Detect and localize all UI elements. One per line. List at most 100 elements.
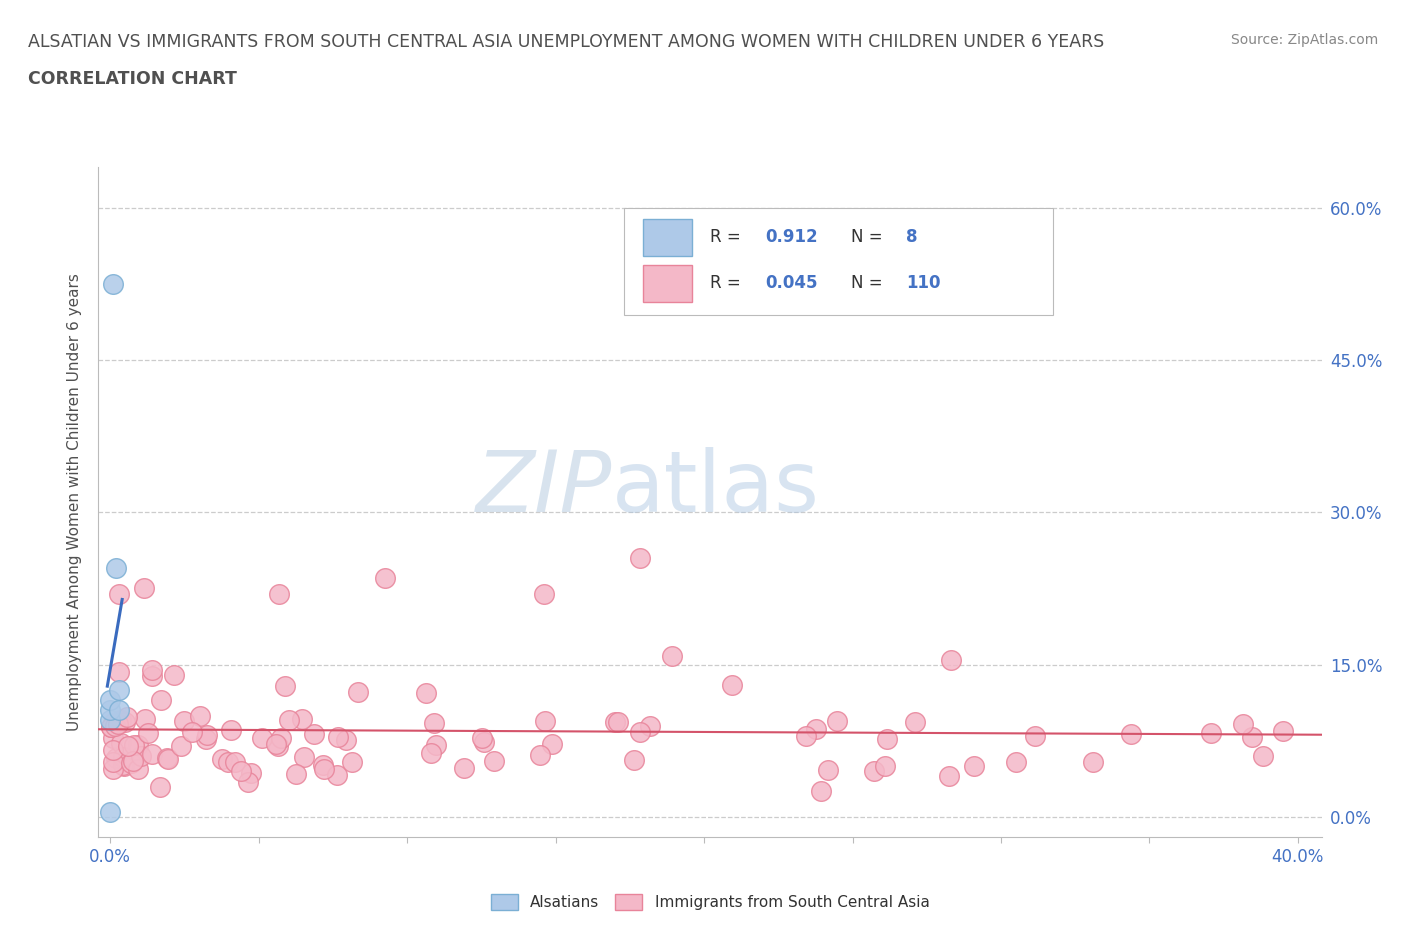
Point <box>1024 729 1046 744</box>
Point <box>101 755 124 770</box>
Point <box>150 693 173 708</box>
Point <box>1081 755 1104 770</box>
Point <box>115 710 138 724</box>
Point <box>270 730 292 745</box>
Point <box>540 737 562 751</box>
Point <box>607 714 630 729</box>
Point <box>103 762 125 777</box>
Y-axis label: Unemployment Among Women with Children Under 6 years: Unemployment Among Women with Children U… <box>67 273 83 731</box>
Point <box>335 733 357 748</box>
Point <box>533 586 555 601</box>
Point <box>170 738 193 753</box>
Point <box>374 571 396 586</box>
Point <box>312 762 335 777</box>
Point <box>100 720 122 735</box>
Point <box>250 730 273 745</box>
Point <box>302 726 325 741</box>
Point <box>98 713 121 728</box>
Point <box>269 586 291 601</box>
Point <box>149 780 172 795</box>
Point <box>218 754 240 769</box>
Text: R =: R = <box>710 229 747 246</box>
Point <box>108 703 131 718</box>
Point <box>127 762 149 777</box>
Point <box>904 714 927 729</box>
Point <box>534 714 557 729</box>
Point <box>810 784 832 799</box>
Point <box>661 648 683 663</box>
Legend: Alsatians, Immigrants from South Central Asia: Alsatians, Immigrants from South Central… <box>485 888 935 916</box>
Point <box>274 679 297 694</box>
Text: R =: R = <box>710 274 747 292</box>
Text: ALSATIAN VS IMMIGRANTS FROM SOUTH CENTRAL ASIA UNEMPLOYMENT AMONG WOMEN WITH CHI: ALSATIAN VS IMMIGRANTS FROM SOUTH CENTRA… <box>28 33 1104 50</box>
Point <box>108 586 131 601</box>
Point <box>141 747 163 762</box>
Point <box>141 669 163 684</box>
Point <box>117 738 139 753</box>
Point <box>108 683 131 698</box>
Point <box>173 713 195 728</box>
Point <box>291 711 314 726</box>
Point <box>98 693 121 708</box>
Point <box>195 728 218 743</box>
Text: atlas: atlas <box>612 447 820 530</box>
Point <box>312 757 335 772</box>
Point <box>862 764 884 778</box>
Point <box>229 764 252 778</box>
Point <box>415 685 437 700</box>
Point <box>114 714 136 729</box>
Point <box>136 726 159 741</box>
Point <box>105 561 128 576</box>
Point <box>471 730 494 745</box>
Point <box>264 736 287 751</box>
Point <box>238 775 260 790</box>
Point <box>1251 749 1274 764</box>
Point <box>827 714 849 729</box>
Point <box>134 581 156 596</box>
Point <box>104 751 127 766</box>
Point <box>472 735 495 750</box>
Point <box>326 767 349 782</box>
FancyBboxPatch shape <box>624 207 1053 314</box>
Point <box>101 716 124 731</box>
Point <box>1232 717 1254 732</box>
Point <box>127 737 149 752</box>
Point <box>121 753 143 768</box>
Text: Source: ZipAtlas.com: Source: ZipAtlas.com <box>1230 33 1378 46</box>
Point <box>425 737 447 752</box>
Point <box>163 667 186 682</box>
Point <box>157 751 180 766</box>
Point <box>603 714 626 729</box>
Point <box>156 751 179 765</box>
Text: 110: 110 <box>905 274 941 292</box>
Point <box>108 664 131 679</box>
Point <box>817 763 839 777</box>
Point <box>328 729 350 744</box>
Point <box>190 709 212 724</box>
Point <box>939 653 962 668</box>
Point <box>529 748 551 763</box>
Point <box>221 723 243 737</box>
Text: 0.912: 0.912 <box>765 229 818 246</box>
Point <box>112 757 135 772</box>
Point <box>628 724 651 739</box>
Point <box>1272 724 1295 738</box>
Point <box>211 751 233 766</box>
Point <box>112 759 135 774</box>
Point <box>224 754 246 769</box>
Point <box>239 765 262 780</box>
FancyBboxPatch shape <box>643 265 692 302</box>
Point <box>873 759 896 774</box>
Point <box>1241 729 1264 744</box>
Point <box>100 720 122 735</box>
Point <box>962 759 984 774</box>
Point <box>120 755 142 770</box>
Point <box>285 766 308 781</box>
Point <box>340 755 363 770</box>
Point <box>104 719 127 734</box>
Point <box>131 748 153 763</box>
Point <box>638 719 661 734</box>
Point <box>278 712 301 727</box>
Point <box>134 711 156 726</box>
Point <box>122 737 145 752</box>
